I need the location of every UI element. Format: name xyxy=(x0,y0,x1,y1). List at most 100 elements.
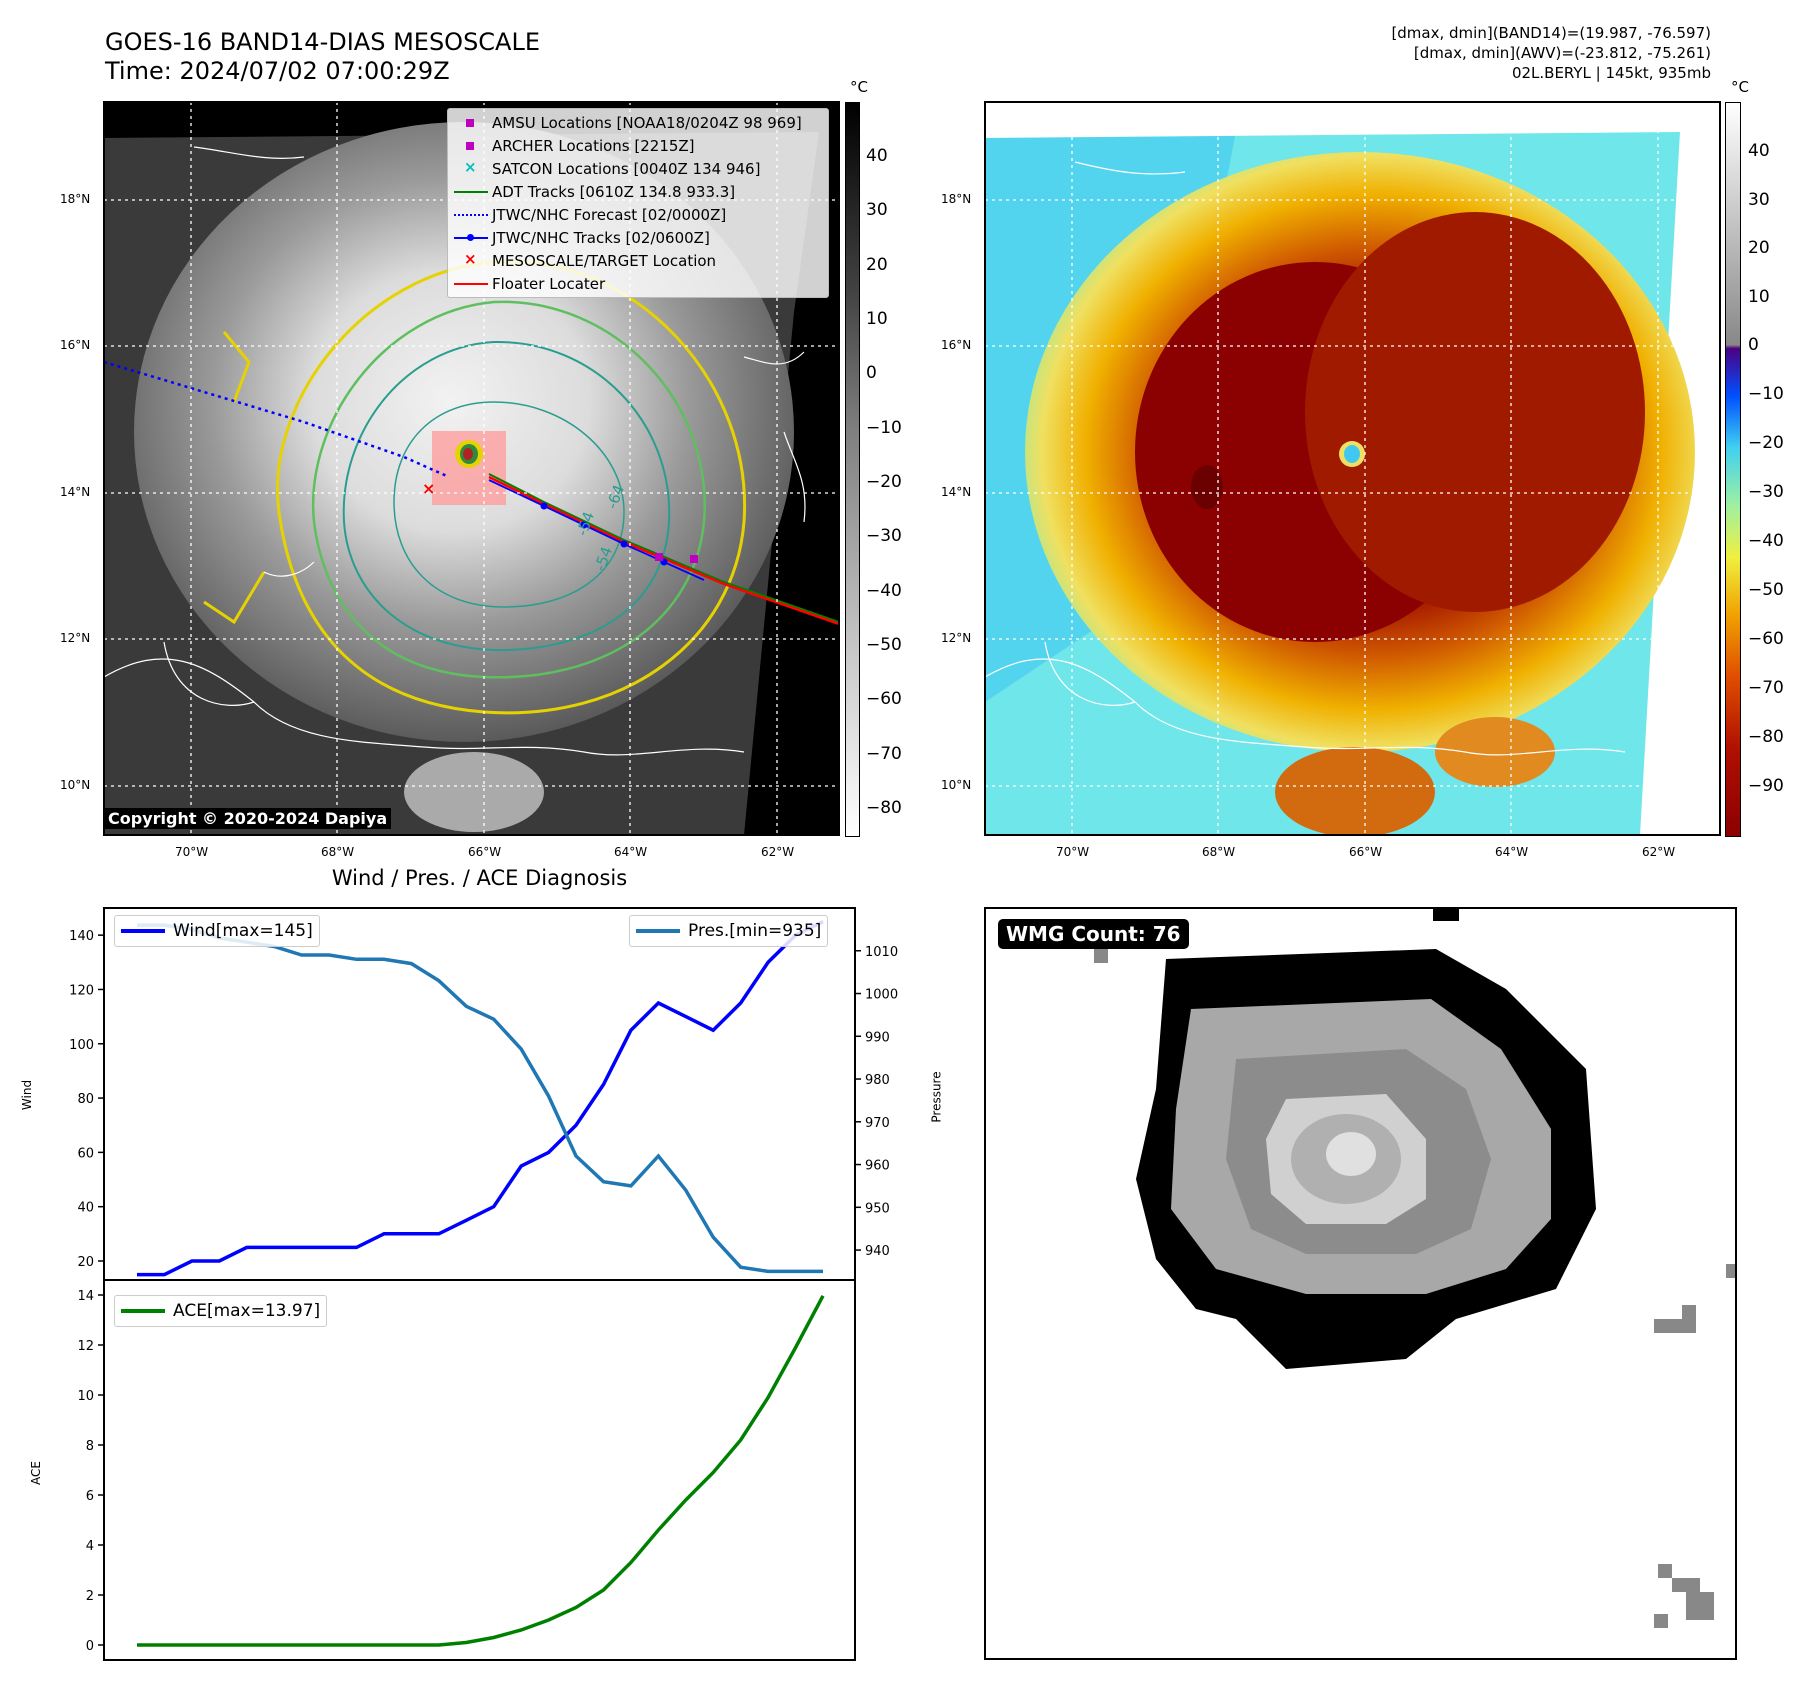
y-tick-label: 10 xyxy=(77,1389,94,1404)
lon-label: 66°W xyxy=(468,845,502,859)
legend-line-dot-icon xyxy=(448,227,492,249)
legend-item-floater: Floater Locater xyxy=(448,273,605,295)
colorbar-color-tick: −60 xyxy=(1748,629,1784,649)
colorbar-color-unit: °C xyxy=(1731,78,1749,96)
title-line-2: Time: 2024/07/02 07:00:29Z xyxy=(105,57,450,85)
lon-label: 70°W xyxy=(1056,845,1090,859)
legend-item-mesoscale: × MESOSCALE/TARGET Location xyxy=(448,250,716,272)
y-tick-label: 970 xyxy=(865,1116,890,1131)
y-tick-label: 950 xyxy=(865,1201,890,1216)
y-tick-label: 1010 xyxy=(865,945,898,960)
lon-label: 62°W xyxy=(1642,845,1676,859)
legend-item-tracks: JTWC/NHC Tracks [02/0600Z] xyxy=(448,227,710,249)
y-tick-label: 960 xyxy=(865,1159,890,1174)
y-tick-label: 12 xyxy=(77,1339,94,1354)
ace-chart: 14 12 10 8 6 4 2 0 xyxy=(77,1279,856,1661)
lat-label: 14°N xyxy=(941,485,972,499)
svg-text:×: × xyxy=(422,479,435,498)
legend-line-icon xyxy=(448,181,492,203)
ir-color-map-svg xyxy=(985,102,1720,835)
y-tick-label: 2 xyxy=(86,1589,94,1604)
info-line-3: 02L.BERYL | 145kt, 935mb xyxy=(1511,64,1711,82)
legend-x-icon: × xyxy=(464,250,477,268)
colorbar-gray-tick: 40 xyxy=(866,146,888,166)
title-line-1: GOES-16 BAND14-DIAS MESOSCALE xyxy=(105,28,541,56)
legend-dotted-icon xyxy=(448,204,492,226)
colorbar-color-tick: −90 xyxy=(1748,776,1784,796)
y-tick-label: 20 xyxy=(77,1255,94,1270)
wind-axis-label: Wind xyxy=(20,1079,35,1111)
colorbar-gray xyxy=(845,102,860,837)
wmg-image xyxy=(1094,909,1735,1628)
colorbar-color-tick: −30 xyxy=(1748,482,1784,502)
lon-label: 68°W xyxy=(1202,845,1236,859)
wind-legend: Wind[max=145] xyxy=(114,915,320,947)
lat-label: 14°N xyxy=(60,485,91,499)
colorbar-gray-tick: 10 xyxy=(866,309,888,329)
legend-square-icon xyxy=(448,135,492,157)
wmg-count-badge: WMG Count: 76 xyxy=(998,919,1189,949)
colorbar-gray-tick: −20 xyxy=(866,472,902,492)
colorbar-color-tick: −50 xyxy=(1748,580,1784,600)
ace-legend: ACE[max=13.97] xyxy=(114,1295,328,1327)
legend-item-satcon: × SATCON Locations [0040Z 134 946] xyxy=(448,158,760,180)
lon-label: 64°W xyxy=(1495,845,1529,859)
legend-item-amsu: AMSU Locations [NOAA18/0204Z 98 969] xyxy=(448,112,802,134)
lat-label: 10°N xyxy=(60,778,91,792)
ace-legend-label: ACE[max=13.97] xyxy=(173,1301,321,1321)
ace-chart-frame xyxy=(103,1279,856,1661)
colorbar-color-tick: 0 xyxy=(1748,335,1759,355)
pressure-legend: Pres.[min=935] xyxy=(629,915,829,947)
legend-square-icon xyxy=(448,112,492,134)
info-line-1: [dmax, dmin](BAND14)=(19.987, -76.597) xyxy=(1391,24,1711,42)
y-tick-label: 6 xyxy=(86,1489,94,1504)
lat-label: 10°N xyxy=(941,778,972,792)
lat-label: 18°N xyxy=(60,192,91,206)
map-legend: AMSU Locations [NOAA18/0204Z 98 969] ARC… xyxy=(447,108,829,298)
colorbar-gray-tick: 30 xyxy=(866,200,888,221)
colorbar-gray-tick: −10 xyxy=(866,417,902,438)
y-tick-label: 980 xyxy=(865,1073,890,1088)
ir-gray-map-frame xyxy=(103,101,840,836)
lat-label: 16°N xyxy=(60,338,91,352)
pressure-legend-line-icon xyxy=(636,929,680,933)
y-tick-label: 80 xyxy=(77,1092,94,1107)
colorbar-color-tick: −80 xyxy=(1748,727,1784,747)
pressure-legend-label: Pres.[min=935] xyxy=(688,921,822,941)
ace-series-line xyxy=(137,1294,825,1647)
lat-label: 18°N xyxy=(941,192,972,206)
colorbar-gray-tick: 0 xyxy=(866,363,877,384)
colorbar-color xyxy=(1725,102,1741,837)
wind-chart-frame xyxy=(103,907,856,1281)
wind-legend-label: Wind[max=145] xyxy=(173,921,313,941)
colorbar-gray-tick: −50 xyxy=(866,635,902,655)
diagnosis-title: Wind / Pres. / ACE Diagnosis xyxy=(331,866,628,890)
y-tick-label: 990 xyxy=(865,1030,890,1045)
lat-label: 16°N xyxy=(941,338,972,352)
colorbar-color-tick: 40 xyxy=(1748,141,1770,161)
colorbar-color-tick: −20 xyxy=(1748,433,1784,453)
y-tick-label: 14 xyxy=(77,1289,94,1304)
pressure-axis-label: Pressure xyxy=(929,1071,944,1123)
colorbar-color-tick: 30 xyxy=(1748,189,1770,210)
y-tick-label: 8 xyxy=(86,1439,94,1454)
y-tick-label: 100 xyxy=(69,1038,94,1053)
colorbar-gray-tick: −30 xyxy=(866,526,902,547)
legend-line-icon xyxy=(448,273,492,295)
legend-item-adt: ADT Tracks [0610Z 134.8 933.3] xyxy=(448,181,735,203)
legend-item-archer: ARCHER Locations [2215Z] xyxy=(448,135,695,157)
lon-label: 70°W xyxy=(175,845,209,859)
y-tick-label: 0 xyxy=(86,1639,94,1654)
lat-label: 12°N xyxy=(60,631,91,645)
colorbar-gray-tick: −80 xyxy=(866,798,902,818)
colorbar-gray-unit: °C xyxy=(850,78,868,96)
colorbar-gray-tick: −70 xyxy=(866,743,902,764)
ir-gray-map: × -54 -64 -54 Copyright © 2020-2024 Dapi… xyxy=(104,102,839,835)
ir-color-map xyxy=(985,102,1720,835)
colorbar-gray-tick: 20 xyxy=(866,254,888,275)
colorbar-color-tick: −70 xyxy=(1748,678,1784,698)
legend-x-icon: × xyxy=(464,158,477,176)
colorbar-gray-tick: −60 xyxy=(866,689,902,710)
